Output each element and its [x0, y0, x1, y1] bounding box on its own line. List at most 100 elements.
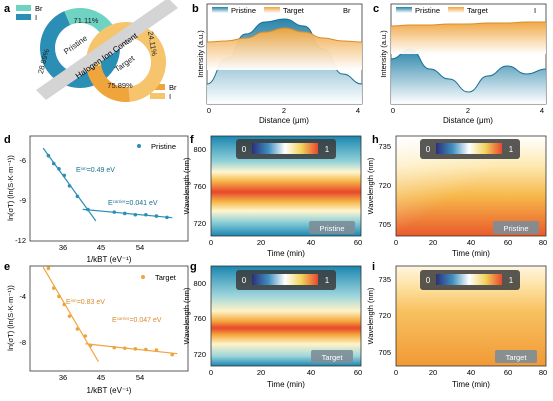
c-xtick-0: 0 [391, 106, 395, 115]
panel-d-marks [42, 147, 173, 222]
i-ytick-0: 735 [378, 275, 391, 284]
target-i-pct: 75.89% [107, 81, 133, 90]
data-point-pristine [62, 173, 67, 178]
e-xtick-0: 36 [59, 373, 67, 382]
cbar-f [252, 143, 318, 154]
panel-label-c: c [373, 3, 379, 15]
h-ytick-2: 705 [378, 220, 391, 229]
d-car-e: E [108, 200, 113, 207]
c-ylabel: Intensity (a.u.) [379, 30, 388, 78]
f-ytick-0: 800 [193, 145, 206, 154]
panel-label-a: a [4, 3, 11, 15]
cbar-min-g: 0 [242, 276, 247, 285]
data-point-target [154, 348, 159, 352]
i-xtick-3: 60 [504, 368, 512, 377]
f-ylabel: Wavelength (nm) [182, 157, 191, 214]
legend-pristine-swatch-b [212, 7, 228, 13]
b-xtick-2: 4 [356, 106, 360, 115]
h-xlabel: Time (min) [452, 249, 490, 258]
panel-e-plot: Target Eion=0.83 eV Ecarrier=0.047 eV -4… [6, 265, 189, 395]
legend-pristine-d: Pristine [151, 142, 176, 151]
tag-box-g [311, 350, 353, 363]
i-xtick-2: 40 [467, 368, 475, 377]
cbar-max-g: 1 [325, 276, 330, 285]
h-ylabel: Wavelength (nm) [366, 157, 375, 214]
panel-i-heatmap: 0 1 Target 735 720 705 0 20 40 60 80 Tim… [366, 265, 547, 389]
legend-i-label-target: I [169, 92, 171, 101]
c-xtick-2: 4 [540, 106, 544, 115]
data-point-target [51, 286, 56, 290]
data-point-pristine [144, 212, 148, 217]
e-ytick-1: -8 [19, 338, 26, 347]
e-ion-annotation: Eion=0.83 eV [66, 298, 105, 307]
panel-label-i: i [372, 261, 375, 273]
data-point-pristine [112, 210, 117, 214]
cbar-min-i: 0 [426, 276, 431, 285]
legend-pristine-b: Pristine [231, 6, 256, 15]
data-point-target [133, 347, 138, 351]
heatmap-f-frame [210, 135, 362, 237]
heatmap-h-frame [395, 135, 547, 237]
data-point-pristine [123, 211, 127, 216]
legend-pristine-marker-d [137, 144, 141, 148]
d-xtick-1: 45 [97, 243, 105, 252]
f-xtick-1: 20 [257, 238, 265, 247]
g-xtick-0: 0 [209, 368, 213, 377]
legend-target-e: Target [155, 273, 177, 282]
heatmap-i-frame [395, 265, 547, 367]
cbar-max-f: 1 [325, 145, 330, 154]
d-ion-annotation: Eion=0.49 eV [76, 166, 115, 175]
legend-a-bottom: Br I [150, 83, 177, 101]
panel-d-plot: Pristine Eion=0.49 eV Ecarrier=0.041 eV … [6, 135, 189, 264]
d-ion-value: =0.49 eV [87, 167, 116, 174]
legend-a-top: Br I [16, 4, 43, 22]
e-ytick-0: -4 [19, 292, 26, 301]
data-point-pristine [133, 212, 138, 217]
panel-g-heatmap: 0 1 Target 800 760 720 0 20 40 60 Time (… [182, 265, 362, 389]
legend-pristine-c: Pristine [415, 6, 440, 15]
g-ytick-0: 800 [193, 279, 206, 288]
panel-label-b: b [192, 3, 199, 15]
e-ylabel: ln(σT) (ln(S·K·m⁻¹)) [6, 285, 15, 351]
d-ytick-1: -9 [19, 196, 26, 205]
h-ytick-0: 735 [378, 142, 391, 151]
i-ytick-1: 720 [378, 311, 391, 320]
d-ytick-0: -6 [19, 156, 26, 165]
e-ion-e: E [66, 299, 71, 306]
b-ylabel: Intensity (a.u.) [196, 30, 205, 78]
cbar-g [252, 274, 318, 285]
b-xtick-0: 0 [207, 106, 211, 115]
d-xtick-2: 54 [136, 243, 144, 252]
panel-e-marks [42, 266, 178, 363]
g-ylabel: Wavelength (nm) [182, 287, 191, 344]
data-point-target [62, 302, 67, 307]
tag-box-i [495, 350, 537, 363]
f-xtick-2: 40 [307, 238, 315, 247]
h-xtick-3: 60 [504, 238, 512, 247]
data-point-pristine [75, 194, 80, 199]
panel-b-areas [206, 18, 363, 104]
f-xtick-3: 60 [354, 238, 362, 247]
e-xtick-2: 54 [136, 373, 144, 382]
cbar-max-i: 1 [509, 276, 514, 285]
data-point-pristine [67, 184, 72, 188]
data-point-target [144, 347, 148, 352]
e-carrier-annotation: Ecarrier=0.047 eV [112, 316, 162, 325]
i-xlabel: Time (min) [452, 380, 490, 389]
g-ytick-2: 720 [193, 350, 206, 359]
e-ion-sup: ion [71, 298, 78, 303]
panel-label-h: h [372, 134, 379, 146]
d-ylabel: ln(σT) (ln(S·K·m⁻¹)) [6, 155, 15, 221]
d-xtick-0: 36 [59, 243, 67, 252]
e-carrier-value: =0.047 eV [129, 317, 161, 324]
g-xlabel: Time (min) [267, 380, 305, 389]
target-br-pct: 24.11% [146, 31, 159, 57]
f-xtick-0: 0 [209, 238, 213, 247]
b-tag: Br [343, 6, 351, 15]
panel-label-e: e [4, 261, 10, 273]
c-xtick-1: 2 [466, 106, 470, 115]
cbar-min-f: 0 [242, 145, 247, 154]
data-point-pristine [57, 167, 61, 171]
c-xlabel: Distance (μm) [443, 116, 493, 125]
